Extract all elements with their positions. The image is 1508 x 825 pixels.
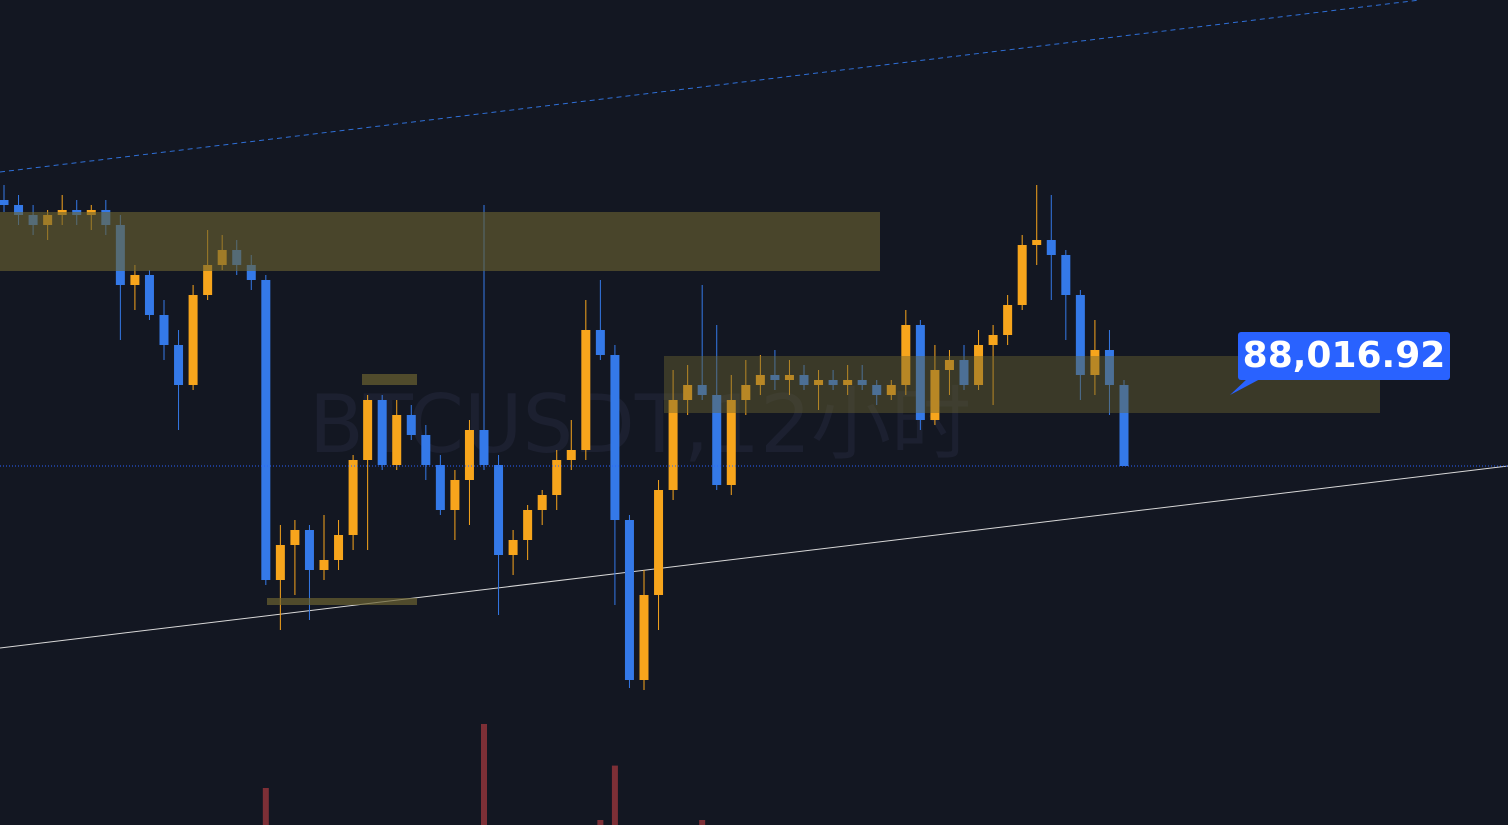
candle-body (581, 330, 591, 450)
candle-body (130, 275, 140, 285)
candle-body (741, 385, 751, 400)
candle-body (1104, 350, 1114, 385)
trend-line (0, 0, 1421, 173)
label-tail (1230, 378, 1262, 395)
volume (262, 724, 706, 825)
candle-body (479, 430, 489, 465)
volume-bar (611, 765, 618, 825)
zone (0, 212, 880, 271)
candle-body (421, 435, 431, 465)
candle-body (406, 415, 416, 435)
candle-body (14, 205, 24, 215)
candle-body (959, 360, 969, 385)
candle-body (0, 200, 9, 205)
candle-body (843, 380, 853, 385)
candle-body (450, 480, 460, 510)
zone (362, 374, 417, 385)
candle-body (944, 360, 954, 370)
candle-body (144, 275, 154, 315)
candle-body (363, 400, 373, 460)
candle-body (334, 535, 344, 560)
volume-bar (597, 820, 604, 825)
candle-body (1046, 240, 1056, 255)
candle-body (610, 355, 620, 520)
candle-body (523, 510, 533, 540)
candle-body (159, 315, 169, 345)
candle-body (275, 545, 285, 580)
volume-bar (481, 724, 487, 825)
candle-body (537, 495, 547, 510)
candle-body (712, 395, 722, 485)
price-label: 88,016.92 (1230, 332, 1450, 395)
candle-body (1119, 385, 1129, 467)
candle-body (988, 335, 998, 345)
candle-body (624, 520, 634, 680)
candle-body (683, 385, 693, 400)
candle-body (595, 330, 605, 355)
candle-body (319, 560, 329, 570)
candle-body (974, 345, 984, 385)
candle-body (552, 460, 562, 495)
candle-body (901, 325, 911, 385)
candle-body (1075, 295, 1085, 375)
candle-body (857, 380, 867, 385)
candle-body (930, 370, 940, 420)
candle-body (886, 385, 896, 395)
candle-body (755, 375, 765, 385)
candle-body (726, 400, 736, 485)
candle-body (464, 430, 474, 480)
candle-body (377, 400, 387, 465)
price-label-text: 88,016.92 (1243, 335, 1446, 376)
candle-body (784, 375, 794, 380)
volume-bar (262, 788, 269, 825)
zone (267, 598, 417, 605)
candle-body (668, 400, 678, 490)
candle-body (697, 385, 707, 395)
candle-body (814, 380, 824, 385)
candle-body (566, 450, 576, 460)
candle-body (508, 540, 518, 555)
candle-body (770, 375, 780, 380)
candle-body (188, 295, 198, 385)
candle-body (1017, 245, 1027, 305)
candle-body (915, 325, 925, 420)
candle-body (1003, 305, 1013, 335)
candle-body (1090, 350, 1100, 375)
candle-body (435, 465, 445, 510)
candle-body (799, 375, 809, 385)
candle-body (654, 490, 664, 595)
label-box (1238, 332, 1450, 380)
candle-body (290, 530, 300, 545)
candle-body (392, 415, 402, 465)
candle-body (872, 385, 882, 395)
volume-bar (699, 820, 706, 825)
candle-body (1061, 255, 1071, 295)
candle-body (1032, 240, 1042, 245)
candle-body (828, 380, 838, 385)
candle-body (304, 530, 314, 570)
candle-body (203, 265, 213, 295)
trend-line (0, 465, 1508, 649)
watermark: BTCUSDT,12小时 (309, 378, 971, 471)
candle-body (246, 265, 256, 280)
candle-body (261, 280, 271, 580)
candle-body (639, 595, 649, 680)
candle-body (494, 465, 504, 555)
candle-body (348, 460, 358, 535)
candle-body (174, 345, 184, 385)
